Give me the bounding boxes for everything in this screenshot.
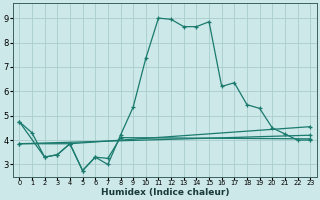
X-axis label: Humidex (Indice chaleur): Humidex (Indice chaleur) (100, 188, 229, 197)
